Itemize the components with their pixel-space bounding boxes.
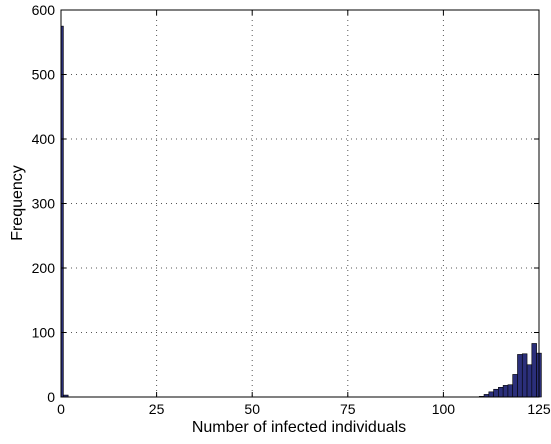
- histogram-bar: [531, 343, 537, 398]
- x-tick-label: 75: [340, 401, 356, 417]
- x-tick-label: 100: [432, 401, 456, 417]
- histogram-bar: [507, 384, 514, 398]
- x-tick-label: 125: [527, 401, 551, 417]
- y-tick-label: 100: [32, 325, 56, 341]
- x-tick-label: 50: [244, 401, 260, 417]
- histogram-bar: [493, 388, 499, 398]
- histogram-bar: [488, 391, 494, 398]
- tick-layer: 0 25 50 75 100 125 0 100 200 300 400 500 600: [32, 2, 551, 417]
- histogram-bar: [512, 374, 518, 398]
- histogram-bar: [502, 385, 509, 398]
- y-tick-label: 400: [32, 131, 56, 147]
- x-axis-label: Number of infected individuals: [192, 419, 406, 436]
- histogram-bar: [498, 387, 504, 398]
- y-tick-label: 200: [32, 260, 56, 276]
- y-tick-label: 0: [47, 389, 55, 405]
- histogram-bar: [526, 364, 533, 398]
- grid-layer: [61, 10, 539, 397]
- histogram-bar: [521, 353, 528, 398]
- x-tick-label: 25: [149, 401, 165, 417]
- bar-layer: [60, 25, 542, 398]
- x-tick-label: 0: [57, 401, 65, 417]
- plot-frame: [60, 9, 540, 398]
- axes-layer: [60, 9, 540, 398]
- y-axis-label: Frequency: [9, 165, 26, 241]
- histogram-bar: [517, 354, 523, 398]
- y-tick-label: 600: [32, 2, 56, 18]
- y-tick-label: 300: [32, 196, 56, 212]
- y-tick-label: 500: [32, 67, 56, 83]
